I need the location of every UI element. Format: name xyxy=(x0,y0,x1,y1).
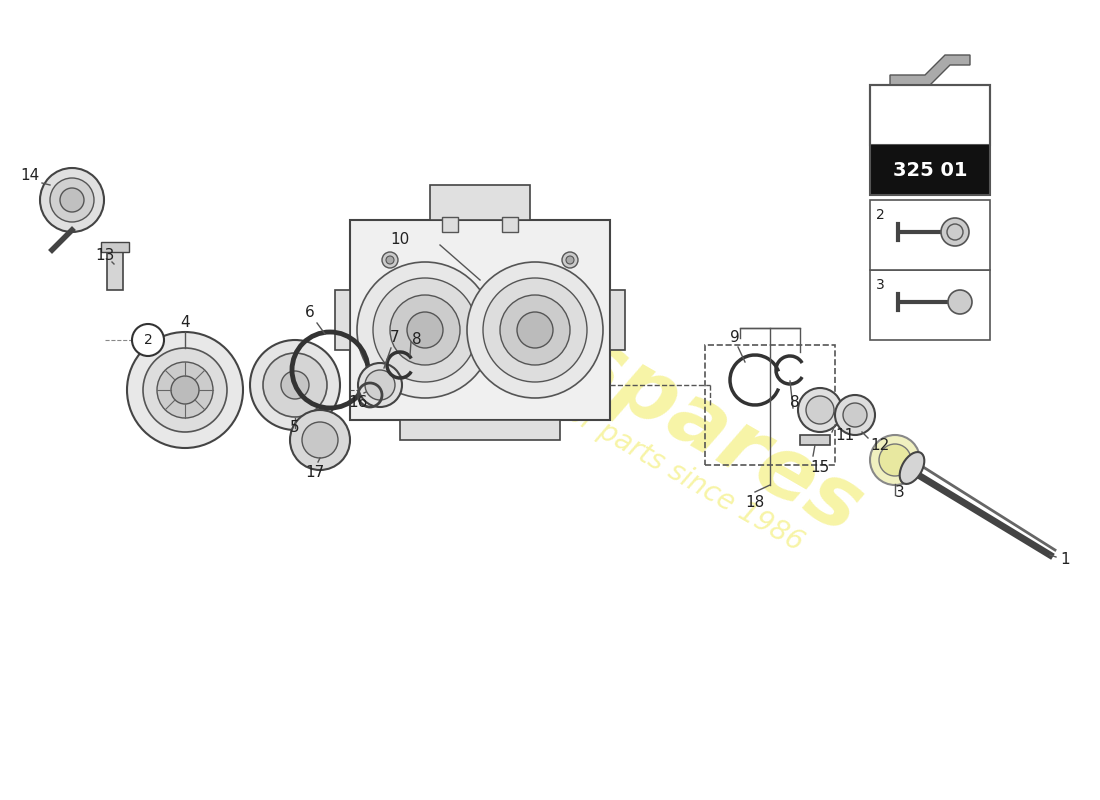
Bar xyxy=(350,220,610,420)
Bar xyxy=(400,420,560,440)
Circle shape xyxy=(365,370,395,400)
Bar xyxy=(502,217,518,232)
Circle shape xyxy=(170,376,199,404)
Circle shape xyxy=(386,256,394,264)
Text: 10: 10 xyxy=(390,233,409,247)
Text: 3: 3 xyxy=(876,278,884,292)
Text: 13: 13 xyxy=(96,247,114,262)
Text: 4: 4 xyxy=(180,315,190,330)
Text: 6: 6 xyxy=(305,305,315,320)
Text: 12: 12 xyxy=(870,438,889,453)
Text: 1: 1 xyxy=(1060,553,1069,567)
Text: 9: 9 xyxy=(730,330,740,345)
Bar xyxy=(870,85,990,195)
Circle shape xyxy=(468,262,603,398)
Circle shape xyxy=(290,410,350,470)
Circle shape xyxy=(263,353,327,417)
Circle shape xyxy=(806,396,834,424)
Circle shape xyxy=(250,340,340,430)
Circle shape xyxy=(50,178,94,222)
Circle shape xyxy=(843,403,867,427)
Circle shape xyxy=(280,371,309,399)
Circle shape xyxy=(60,188,84,212)
Bar xyxy=(870,145,990,195)
Text: 3: 3 xyxy=(895,485,905,500)
Bar xyxy=(870,270,990,340)
Circle shape xyxy=(373,278,477,382)
Bar xyxy=(107,250,123,290)
Text: 5: 5 xyxy=(290,420,300,435)
Circle shape xyxy=(358,262,493,398)
Text: 8: 8 xyxy=(412,333,421,347)
Circle shape xyxy=(566,256,574,264)
Circle shape xyxy=(407,312,443,348)
Text: eurospares: eurospares xyxy=(363,208,877,552)
Bar xyxy=(800,435,830,445)
Text: 17: 17 xyxy=(306,465,324,480)
Circle shape xyxy=(132,324,164,356)
Circle shape xyxy=(879,444,911,476)
Bar xyxy=(336,290,350,350)
Circle shape xyxy=(157,362,213,418)
Bar xyxy=(442,217,458,232)
Polygon shape xyxy=(890,55,970,85)
Text: 2: 2 xyxy=(876,208,884,222)
Circle shape xyxy=(940,218,969,246)
Text: 8: 8 xyxy=(790,395,800,410)
Circle shape xyxy=(835,395,874,435)
Circle shape xyxy=(870,435,920,485)
Circle shape xyxy=(40,168,104,232)
Bar xyxy=(610,290,625,350)
Bar xyxy=(705,345,835,465)
Circle shape xyxy=(143,348,227,432)
Text: 2: 2 xyxy=(144,333,153,347)
Bar xyxy=(870,85,990,145)
Ellipse shape xyxy=(900,452,924,484)
Text: 11: 11 xyxy=(835,427,855,442)
Circle shape xyxy=(948,290,972,314)
Text: 325 01: 325 01 xyxy=(893,161,967,179)
Text: 15: 15 xyxy=(811,460,829,475)
Circle shape xyxy=(562,252,578,268)
Circle shape xyxy=(500,295,570,365)
Bar xyxy=(101,242,129,252)
Bar xyxy=(870,200,990,270)
Text: 7: 7 xyxy=(390,330,399,345)
Circle shape xyxy=(126,332,243,448)
Text: 16: 16 xyxy=(349,395,367,410)
Circle shape xyxy=(390,295,460,365)
Circle shape xyxy=(382,252,398,268)
Text: 18: 18 xyxy=(746,495,764,510)
Text: 14: 14 xyxy=(21,167,40,182)
Circle shape xyxy=(358,363,402,407)
Text: a passion for parts since 1986: a passion for parts since 1986 xyxy=(431,323,808,557)
Circle shape xyxy=(302,422,338,458)
Bar xyxy=(430,185,530,220)
Circle shape xyxy=(798,388,842,432)
Circle shape xyxy=(483,278,587,382)
Circle shape xyxy=(517,312,553,348)
